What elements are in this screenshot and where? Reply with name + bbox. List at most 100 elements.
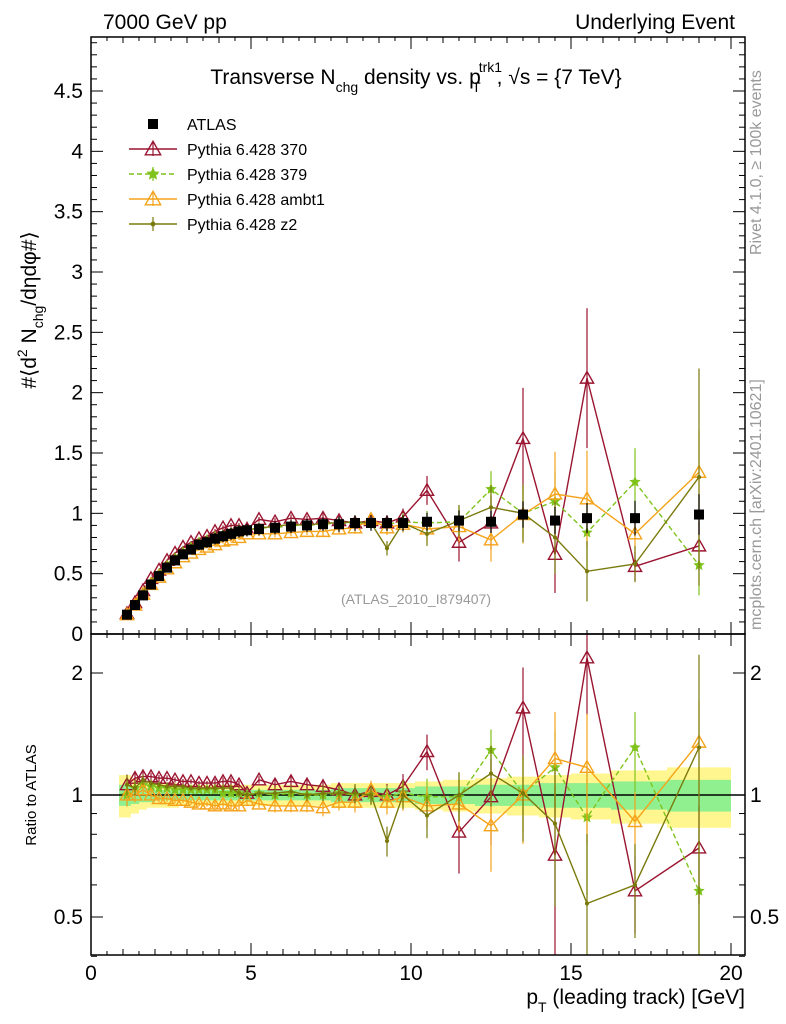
ratio-point bbox=[299, 797, 315, 812]
atlas-point bbox=[178, 549, 188, 560]
atlas-point bbox=[302, 520, 312, 531]
ratio-point bbox=[143, 786, 159, 801]
atlas-point bbox=[382, 517, 392, 528]
atlas-point bbox=[122, 609, 132, 620]
chart-title: Transverse Nchg density vs. ptrk1 T, √s =… bbox=[210, 59, 621, 95]
ratio-point bbox=[220, 785, 226, 791]
ratio-point bbox=[320, 791, 326, 796]
atlas-point bbox=[138, 590, 148, 601]
data-point bbox=[632, 561, 638, 567]
ratio-point bbox=[251, 796, 267, 810]
y-tick-label: 2 bbox=[71, 382, 83, 405]
ratio-point bbox=[159, 790, 175, 805]
atlas-point bbox=[350, 517, 360, 528]
ratio-point bbox=[223, 797, 239, 812]
legend-marker bbox=[148, 119, 158, 129]
atlas-point bbox=[630, 513, 640, 524]
atlas-point bbox=[154, 571, 164, 582]
legend-entry: Pythia 6.428 ambt1 bbox=[129, 189, 325, 209]
data-point bbox=[627, 525, 643, 540]
x-tick-label: 0 bbox=[85, 962, 97, 985]
ratio-y-tick-label-right: 2 bbox=[750, 662, 762, 685]
legend-marker bbox=[144, 189, 162, 206]
ratio-point bbox=[177, 783, 189, 795]
atlas-point bbox=[366, 517, 376, 528]
ratio-point bbox=[151, 790, 167, 805]
y-tick-label: 3.5 bbox=[54, 201, 83, 224]
data-point bbox=[283, 524, 299, 539]
ratio-point bbox=[315, 799, 331, 814]
data-point bbox=[515, 430, 531, 445]
atlas-point bbox=[422, 516, 432, 527]
ratio-point bbox=[627, 813, 643, 828]
data-point bbox=[419, 482, 435, 497]
data-point bbox=[488, 505, 494, 510]
atlas-point bbox=[398, 517, 408, 528]
ratio-point bbox=[196, 785, 202, 791]
data-point bbox=[547, 486, 563, 500]
ratio-y-tick-label: 0.5 bbox=[54, 906, 83, 929]
ratio-point bbox=[140, 777, 146, 782]
atlas-point bbox=[270, 522, 280, 533]
data-point bbox=[579, 370, 595, 384]
legend-label: ATLAS bbox=[187, 117, 237, 134]
atlas-point bbox=[550, 515, 560, 526]
ratio-point bbox=[696, 745, 702, 750]
data-point bbox=[384, 546, 390, 551]
ratio-point bbox=[225, 787, 237, 799]
ratio-point bbox=[228, 785, 234, 791]
atlas-point bbox=[162, 562, 172, 573]
ratio-point bbox=[288, 789, 294, 794]
series-atlas bbox=[122, 494, 704, 620]
ratio-line-pythia-6-428-379 bbox=[126, 746, 700, 892]
atlas-point bbox=[170, 555, 180, 566]
atlas-point bbox=[234, 526, 244, 537]
ratio-point bbox=[451, 824, 467, 838]
data-point bbox=[483, 531, 499, 546]
legend-label: Pythia 6.428 370 bbox=[187, 142, 307, 159]
ratio-point bbox=[379, 794, 395, 808]
main-plot-area: 0 0.5 1 1.5 2 2.5 3 3.5 4 4.5 bbox=[54, 36, 746, 955]
y-axis-label: #⟨d2 Nchg/dηdφ#⟩ bbox=[14, 231, 46, 388]
ratio-point bbox=[552, 821, 558, 826]
legend-entry: Pythia 6.428 379 bbox=[129, 167, 307, 184]
ratio-point bbox=[244, 792, 250, 798]
ratio-point bbox=[180, 784, 186, 789]
data-point bbox=[584, 569, 590, 574]
ratio-point bbox=[456, 792, 462, 798]
ratio-point bbox=[283, 797, 299, 812]
ratio-y-tick-label: 1 bbox=[71, 784, 83, 807]
ratio-point bbox=[172, 784, 178, 789]
ratio-point bbox=[204, 785, 210, 791]
ratio-point bbox=[419, 743, 435, 758]
ratio-point bbox=[191, 796, 207, 810]
x-axis-label: pT (leading track) [GeV] bbox=[526, 986, 745, 1015]
atlas-point bbox=[286, 521, 296, 532]
ratio-point bbox=[520, 791, 526, 796]
ratio-point bbox=[483, 817, 499, 832]
ratio-point bbox=[331, 794, 347, 808]
ratio-point bbox=[272, 791, 278, 796]
legend-entry: ATLAS bbox=[148, 117, 237, 134]
atlas-point bbox=[218, 531, 228, 542]
ratio-point bbox=[352, 791, 358, 796]
atlas-point bbox=[242, 525, 252, 536]
atlas-point bbox=[146, 579, 156, 590]
legend-marker bbox=[144, 139, 162, 156]
ratio-point bbox=[584, 901, 590, 906]
ratio-point bbox=[256, 791, 262, 796]
ratio-point bbox=[215, 796, 231, 810]
atlas-point bbox=[582, 513, 592, 524]
ratio-point bbox=[488, 771, 494, 776]
ratio-point bbox=[217, 787, 229, 799]
x-tick-label: 15 bbox=[559, 962, 582, 985]
ratio-point bbox=[629, 741, 641, 753]
ratio-point bbox=[304, 792, 310, 798]
ratio-y-tick-label-right: 0.5 bbox=[750, 906, 779, 929]
legend-marker bbox=[150, 221, 156, 227]
ratio-point bbox=[167, 792, 183, 807]
ratio-point bbox=[212, 785, 218, 791]
ratio-point bbox=[251, 771, 267, 786]
